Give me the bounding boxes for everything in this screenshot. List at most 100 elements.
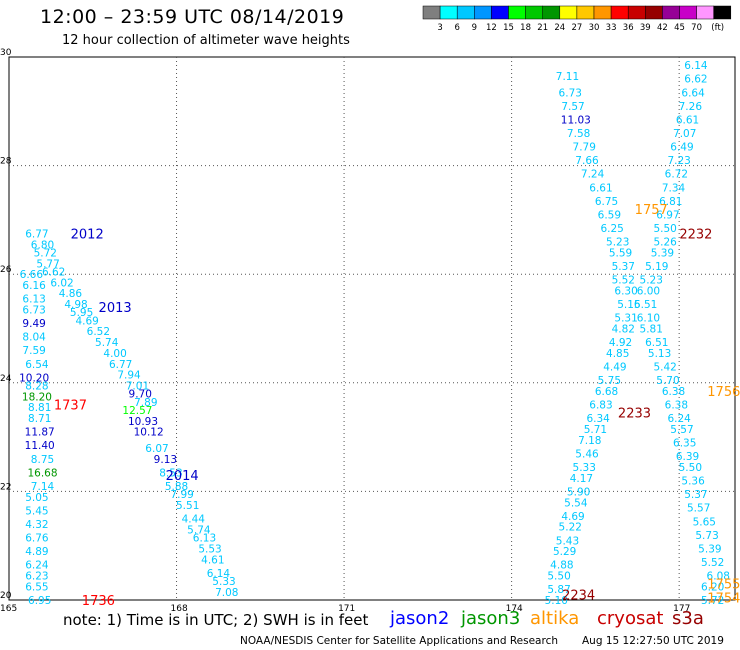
axis-ticks: 165 168 171 174 177 20 22 24 26 28 30 [0, 48, 690, 614]
wave-height-value: 6.61 [676, 114, 699, 126]
wave-height-value: 7.23 [667, 155, 690, 167]
wave-height-value: 5.23 [640, 275, 663, 287]
pass-time-label: 2014 [166, 469, 199, 484]
wave-height-value: 11.40 [25, 440, 55, 452]
grid-lines [9, 57, 735, 600]
wave-height-value: 6.13 [193, 533, 216, 545]
wave-height-value: 6.39 [676, 451, 699, 463]
wave-height-value: 6.24 [667, 413, 691, 425]
wave-height-value: 6.55 [25, 581, 48, 593]
wave-height-value: 5.51 [634, 299, 657, 311]
wave-height-value: 5.37 [612, 261, 635, 273]
wave-height-value: 5.33 [212, 576, 235, 588]
y-tick-label: 26 [0, 265, 12, 275]
pass-time-label: 2233 [618, 407, 651, 422]
wave-height-value: 5.95 [70, 307, 93, 319]
wave-height-value: 5.54 [564, 497, 588, 509]
wave-height-value: 6.80 [31, 239, 54, 251]
wave-height-value: 7.14 [31, 481, 55, 493]
wave-height-value: 5.72 [34, 247, 57, 259]
wave-height-value: 7.89 [134, 397, 157, 409]
chart-subtitle: 12 hour collection of altimeter wave hei… [62, 33, 350, 48]
wave-height-value: 6.62 [684, 74, 707, 86]
wave-height-value: 5.13 [648, 348, 671, 360]
wave-height-value: 5.88 [165, 481, 188, 493]
wave-height-value: 7.08 [215, 587, 238, 599]
wave-height-value: 6.59 [598, 209, 621, 221]
wave-height-value: 5.33 [573, 462, 596, 474]
x-tick-label: 165 [0, 604, 17, 614]
colorbar-tick-label: 45 [674, 23, 685, 33]
y-tick-label: 28 [0, 157, 12, 167]
wave-height-value: 7.99 [170, 489, 193, 501]
wave-height-value: 6.16 [22, 280, 46, 292]
wave-height-value: 6.13 [22, 294, 45, 306]
wave-height-value: 5.50 [547, 571, 570, 583]
plot-frame [8, 56, 736, 601]
pass-time-label: 2012 [71, 227, 104, 242]
colorbar-tick-label: 36 [623, 23, 634, 33]
wave-height-value: 5.10 [545, 595, 568, 607]
wave-height-value: 12.57 [122, 405, 152, 417]
wave-height-value: 6.66 [20, 269, 44, 281]
wave-height-value: 4.86 [59, 288, 83, 300]
wave-height-value: 6.83 [589, 400, 612, 412]
wave-height-value: 6.68 [595, 386, 618, 398]
wave-height-value: 5.90 [567, 486, 590, 498]
wave-height-value: 8.28 [25, 381, 48, 393]
wave-height-value: 6.23 [25, 571, 48, 583]
wave-height-value: 4.82 [612, 324, 635, 336]
wave-height-value: 6.02 [50, 277, 73, 289]
wave-height-value: 7.79 [573, 142, 596, 154]
wave-height-value: 4.85 [606, 348, 629, 360]
wave-height-value: 5.37 [684, 489, 707, 501]
wave-height-value: 6.72 [665, 169, 688, 181]
wave-height-value: 6.73 [559, 87, 582, 99]
wave-height-value: 5.59 [609, 247, 632, 259]
wave-height-value: 6.14 [684, 60, 708, 72]
wave-height-value: 6.61 [589, 182, 612, 194]
wave-height-value: 5.53 [198, 543, 221, 555]
wave-height-value: 5.19 [645, 261, 668, 273]
wave-height-value: 7.24 [581, 169, 605, 181]
wave-height-value: 5.16 [617, 299, 641, 311]
wave-height-value: 6.14 [207, 568, 231, 580]
wave-height-value: 11.87 [25, 427, 55, 439]
wave-height-value: 5.74 [187, 524, 211, 536]
colorbar-tick-label: 15 [503, 23, 514, 33]
colorbar-tick-label: 9 [472, 23, 477, 33]
wave-height-value: 4.61 [201, 554, 224, 566]
colorbar-unit: (ft) [711, 23, 724, 33]
chart-title: 12:00 – 23:59 UTC 08/14/2019 [40, 6, 345, 28]
wave-height-value: 4.32 [25, 519, 48, 531]
wave-height-value: 5.26 [653, 237, 677, 249]
wave-height-value: 8.53 [159, 467, 182, 479]
wave-height-value: 6.38 [665, 400, 688, 412]
pass-time-label: 2232 [679, 227, 712, 242]
wave-height-value: 4.98 [64, 299, 87, 311]
wave-height-value: 5.77 [36, 258, 59, 270]
wave-height-value: 6.08 [707, 571, 730, 583]
wave-height-value: 4.92 [609, 337, 632, 349]
wave-height-value: 6.20 [701, 581, 724, 593]
y-tick-label: 20 [0, 591, 12, 601]
wave-height-value: 6.51 [645, 337, 668, 349]
x-tick-label: 177 [673, 604, 690, 614]
wave-height-value: 6.07 [145, 443, 168, 455]
wave-height-value: 5.75 [598, 375, 621, 387]
wave-height-value: 5.45 [25, 505, 48, 517]
wave-height-value: 6.75 [595, 196, 618, 208]
wave-height-value: 6.81 [659, 196, 682, 208]
wave-height-value: 10.93 [128, 416, 158, 428]
wave-height-value: 6.62 [42, 266, 65, 278]
wave-height-value: 6.52 [87, 326, 110, 338]
colorbar-tick-label: 21 [537, 23, 548, 33]
wave-height-value: 7.94 [117, 370, 141, 382]
satellite-altika: altika [530, 608, 580, 629]
wave-height-value: 4.69 [75, 315, 98, 327]
wave-height-value: 5.74 [95, 337, 119, 349]
colorbar-tick-label: 6 [454, 23, 459, 33]
wave-height-value: 6.38 [662, 386, 685, 398]
wave-height-value: 6.34 [586, 413, 610, 425]
satellite-jason3: jason3 [461, 608, 521, 629]
